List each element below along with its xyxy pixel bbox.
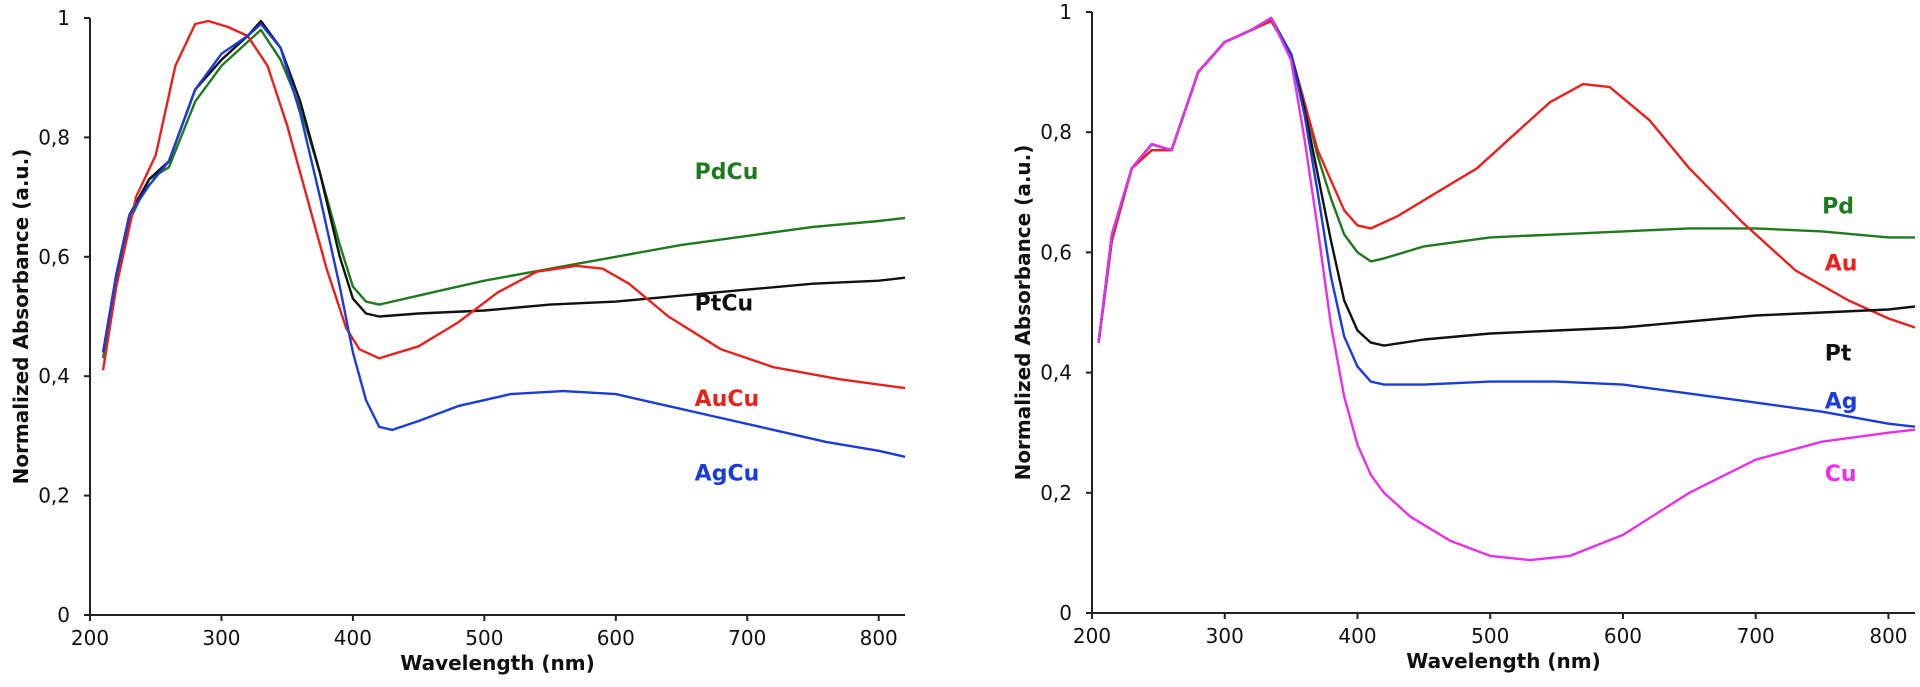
series-label-pd: Pd xyxy=(1822,194,1854,219)
series-line-ag xyxy=(1097,16,1916,428)
series-label-au: Au xyxy=(1825,251,1858,276)
series-label-aucu: AuCu xyxy=(695,387,760,412)
x-tick-label: 700 xyxy=(728,626,766,650)
chart-panel-1: 0 0,2 0,4 0,6 0,8 1 200 300 400 500 600 700 800 Wavel… xyxy=(9,6,906,675)
x-tick-label: 500 xyxy=(1471,624,1509,648)
x-tick-label: 400 xyxy=(334,626,372,650)
y-tick-label: 1 xyxy=(1059,0,1072,24)
series-line-ptcu xyxy=(101,19,906,353)
series-line-cu xyxy=(1097,16,1916,562)
series-label-cu: Cu xyxy=(1825,462,1857,487)
x-tick-label: 300 xyxy=(202,626,240,650)
x-axis-title: Wavelength (nm) xyxy=(400,651,595,675)
series-line-aucu xyxy=(101,19,906,390)
x-tick-label: 400 xyxy=(1338,624,1376,648)
x-tick-label: 600 xyxy=(597,626,635,650)
x-tick-label: 800 xyxy=(860,626,898,650)
series-label-ptcu: PtCu xyxy=(695,292,753,317)
x-tick-label: 300 xyxy=(1206,624,1244,648)
series-line-pt xyxy=(1097,16,1916,347)
x-axis-title: Wavelength (nm) xyxy=(1406,649,1601,673)
series-label-ag: Ag xyxy=(1825,390,1858,415)
y-tick-label: 0,4 xyxy=(1040,361,1072,385)
series-line-au xyxy=(1097,19,1916,343)
y-tick-label: 0,8 xyxy=(1040,120,1072,144)
series-line-agcu xyxy=(101,22,906,458)
series-line-pdcu xyxy=(101,28,906,359)
y-tick-label: 0,6 xyxy=(1040,240,1072,264)
x-tick-label: 600 xyxy=(1604,624,1642,648)
x-tick-label: 200 xyxy=(71,626,109,650)
series-label-pt: Pt xyxy=(1825,342,1852,367)
x-tick-label: 500 xyxy=(465,626,503,650)
x-tick-label: 700 xyxy=(1737,624,1775,648)
y-tick-label: 1 xyxy=(57,6,70,30)
series-label-pdcu: PdCu xyxy=(695,160,759,185)
y-axis-title: Normalized Absorbance (a.u.) xyxy=(9,149,33,485)
series-line-pd xyxy=(1097,19,1915,343)
y-tick-label: 0,2 xyxy=(1040,481,1072,505)
y-tick-label: 0,4 xyxy=(38,364,70,388)
chart-panel-2: 0 0,2 0,4 0,6 0,8 1 200 300 400 500 600 700 800 Wavel… xyxy=(1011,0,1916,673)
y-axis-title: Normalized Absorbance (a.u.) xyxy=(1011,145,1035,481)
x-tick-label: 200 xyxy=(1073,624,1111,648)
y-tick-label: 0,8 xyxy=(38,125,70,149)
y-tick-label: 0,2 xyxy=(38,484,70,508)
x-tick-label: 800 xyxy=(1869,624,1907,648)
y-tick-label: 0 xyxy=(1059,601,1072,625)
y-tick-label: 0 xyxy=(57,603,70,627)
y-tick-label: 0,6 xyxy=(38,245,70,269)
series-label-agcu: AgCu xyxy=(695,462,760,487)
